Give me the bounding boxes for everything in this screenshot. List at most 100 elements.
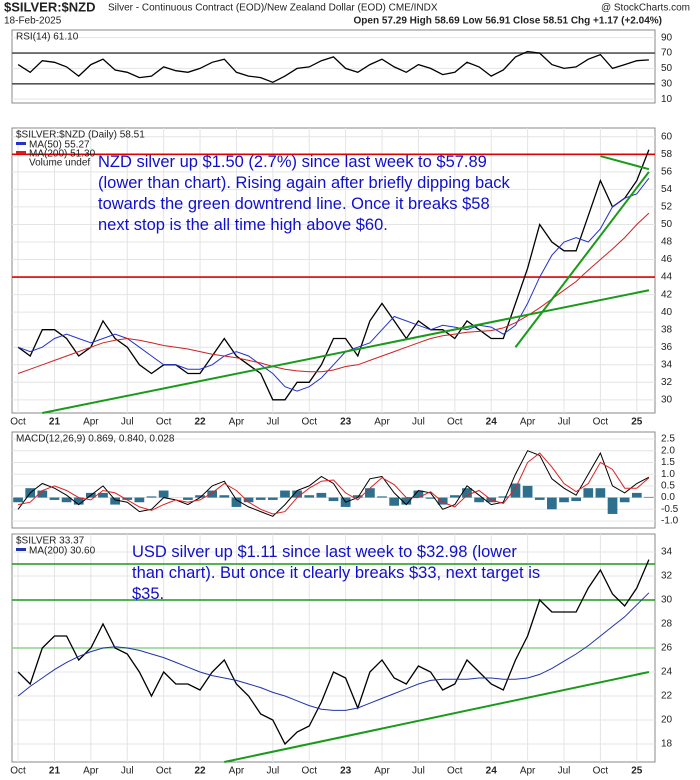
y-tick-label: 70 bbox=[661, 48, 673, 59]
histogram-bar bbox=[195, 495, 205, 498]
histogram-bar bbox=[595, 488, 606, 498]
histogram-bar bbox=[243, 497, 254, 503]
histogram-bar bbox=[122, 497, 133, 500]
y-tick-label: 30 bbox=[661, 78, 673, 89]
histogram-bar bbox=[437, 497, 448, 505]
histogram-bar bbox=[547, 497, 557, 510]
x-tick-label: 24 bbox=[486, 417, 498, 428]
x-tick-label: 24 bbox=[486, 766, 498, 777]
x-tick-label: Oct bbox=[593, 766, 609, 777]
y-tick-label: 50 bbox=[661, 219, 673, 230]
x-tick-label: Oct bbox=[447, 766, 463, 777]
x-tick-label: Oct bbox=[447, 417, 463, 428]
legend-entry: MA(200) 51.30 bbox=[29, 149, 96, 160]
histogram-bar bbox=[134, 497, 145, 503]
panel-note: Volume undef bbox=[29, 158, 90, 169]
histogram-bar bbox=[534, 497, 545, 500]
histogram-bar bbox=[425, 497, 436, 499]
y-tick-label: 22 bbox=[661, 691, 673, 702]
histogram-bar bbox=[571, 497, 581, 502]
histogram-bar bbox=[61, 497, 72, 503]
histogram-bar bbox=[231, 497, 242, 507]
y-tick-label: -0.5 bbox=[661, 504, 679, 515]
histogram-bar bbox=[316, 492, 327, 498]
trend-line bbox=[224, 671, 650, 763]
histogram-bar bbox=[255, 497, 266, 500]
histogram-bar bbox=[73, 497, 84, 505]
x-tick-label: Jul bbox=[558, 417, 571, 428]
histogram-bar bbox=[292, 490, 302, 498]
y-tick-label: 40 bbox=[661, 307, 673, 318]
y-tick-label: 30 bbox=[661, 394, 673, 405]
panel-title: MACD(12,26,9) 0.869, 0.840, 0.028 bbox=[16, 434, 175, 445]
y-tick-label: 2.5 bbox=[661, 434, 675, 445]
y-tick-label: -1.0 bbox=[661, 516, 679, 527]
histogram-bar bbox=[13, 497, 23, 503]
x-tick-label: Jul bbox=[412, 766, 425, 777]
legend-swatch bbox=[16, 142, 26, 145]
x-tick-label: Apr bbox=[374, 417, 390, 428]
y-tick-label: 24 bbox=[661, 667, 673, 678]
histogram-bar bbox=[158, 490, 169, 498]
x-tick-label: 21 bbox=[49, 766, 61, 777]
y-tick-label: 30 bbox=[661, 595, 673, 606]
y-tick-label: 54 bbox=[661, 184, 673, 195]
histogram-bar bbox=[631, 492, 642, 498]
x-tick-label: 23 bbox=[340, 766, 352, 777]
histogram-bar bbox=[267, 497, 278, 500]
y-tick-label: 28 bbox=[661, 619, 673, 630]
panel-title: $SILVER 33.37 bbox=[16, 536, 85, 547]
y-tick-label: 48 bbox=[661, 237, 673, 248]
histogram-bar bbox=[365, 488, 375, 498]
y-tick-label: 46 bbox=[661, 254, 673, 265]
series-line bbox=[17, 592, 650, 711]
y-tick-label: 44 bbox=[661, 272, 673, 283]
source: @ StockCharts.com bbox=[601, 3, 690, 14]
y-tick-label: 0.0 bbox=[661, 492, 675, 503]
y-tick-label: 1.5 bbox=[661, 457, 675, 468]
histogram-bar bbox=[49, 497, 60, 500]
description: Silver - Continuous Contract (EOD)/New Z… bbox=[108, 3, 438, 14]
x-tick-label: Jul bbox=[121, 417, 134, 428]
histogram-bar bbox=[304, 495, 315, 498]
symbol: $SILVER:$NZD bbox=[4, 0, 96, 14]
y-tick-label: 26 bbox=[661, 643, 673, 654]
x-tick-label: Oct bbox=[156, 417, 172, 428]
x-tick-label: Jul bbox=[266, 417, 279, 428]
series-line bbox=[17, 450, 650, 517]
y-tick-label: 60 bbox=[661, 131, 673, 142]
panel-title: RSI(14) 61.10 bbox=[16, 32, 79, 43]
y-tick-label: 38 bbox=[661, 324, 673, 335]
histogram-bar bbox=[219, 495, 230, 498]
trend-line bbox=[514, 171, 650, 348]
panel-frame bbox=[11, 127, 656, 414]
y-tick-label: 42 bbox=[661, 289, 673, 300]
x-tick-label: Jul bbox=[558, 766, 571, 777]
series-line bbox=[18, 452, 650, 515]
x-tick-label: Apr bbox=[83, 417, 99, 428]
y-tick-label: 32 bbox=[661, 571, 673, 582]
histogram-bar bbox=[389, 497, 400, 506]
y-tick-label: 34 bbox=[661, 547, 673, 558]
x-tick-label: Oct bbox=[301, 417, 317, 428]
histogram-bar bbox=[413, 490, 424, 498]
histogram-bar bbox=[37, 490, 48, 498]
quote: Open 57.29 High 58.69 Low 56.91 Close 58… bbox=[354, 16, 662, 27]
x-tick-label: Apr bbox=[520, 766, 536, 777]
series-line bbox=[17, 177, 650, 392]
y-tick-label: 90 bbox=[661, 32, 673, 43]
histogram-bar bbox=[462, 488, 472, 498]
panel-title: $SILVER:$NZD (Daily) 58.51 bbox=[16, 130, 145, 141]
histogram-bar bbox=[110, 497, 120, 505]
y-tick-label: 18 bbox=[661, 739, 673, 750]
trend-line bbox=[600, 155, 650, 171]
x-tick-label: Oct bbox=[156, 766, 172, 777]
histogram-bar bbox=[98, 492, 108, 498]
x-tick-label: Apr bbox=[229, 417, 245, 428]
x-tick-label: Apr bbox=[83, 766, 99, 777]
y-tick-label: 10 bbox=[661, 94, 673, 105]
y-tick-label: 52 bbox=[661, 202, 673, 213]
x-tick-label: Apr bbox=[520, 417, 536, 428]
y-tick-label: 0.5 bbox=[661, 480, 675, 491]
